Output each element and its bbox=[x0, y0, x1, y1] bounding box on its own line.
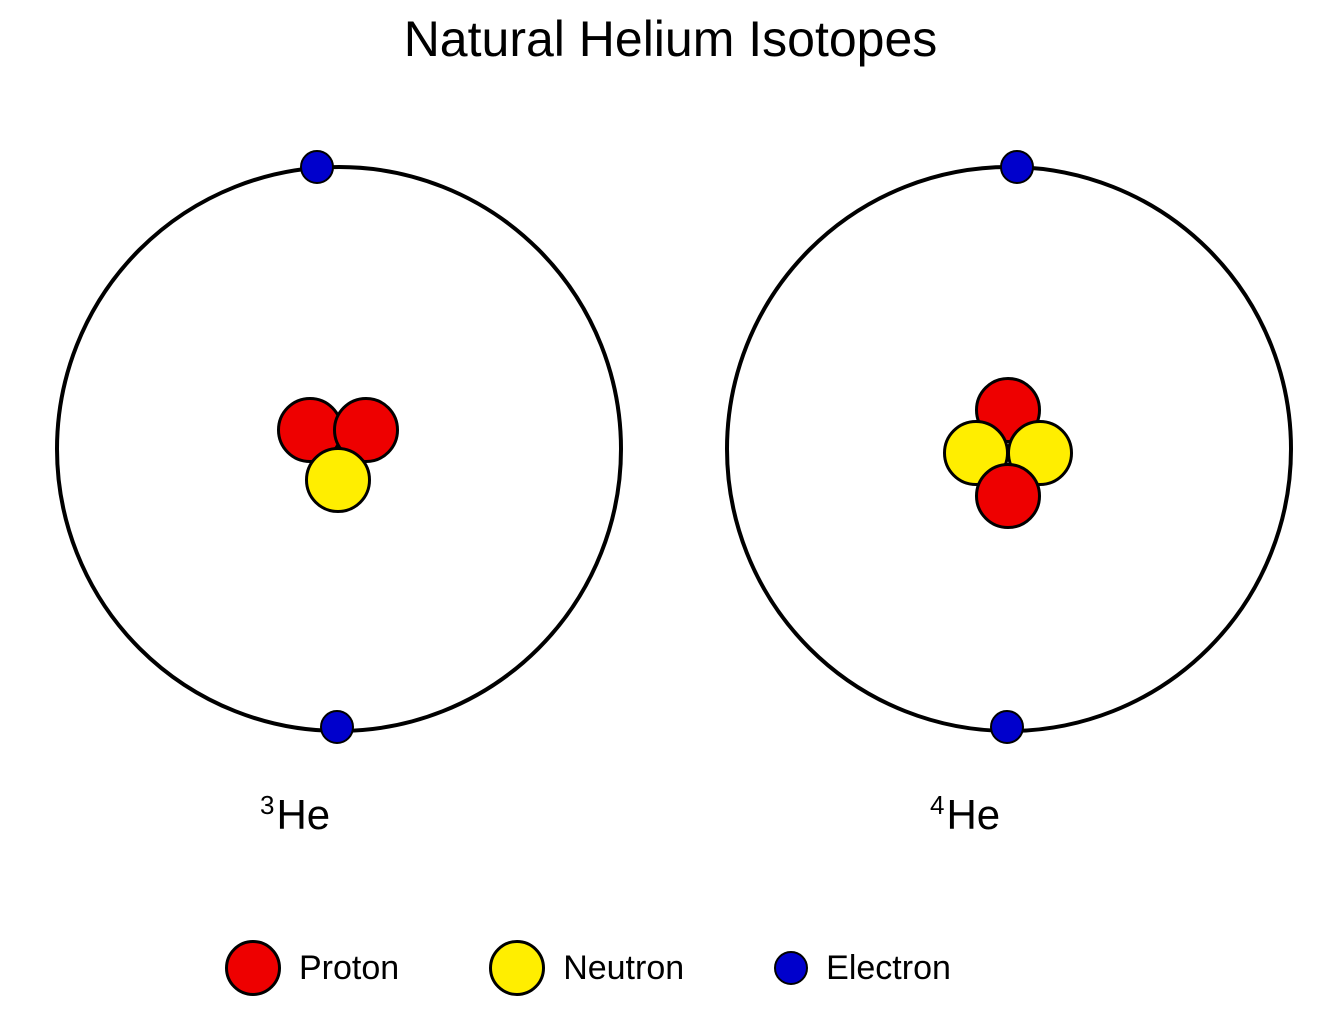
label-he4: 4He bbox=[930, 790, 1000, 839]
legend-label-proton: Proton bbox=[299, 949, 399, 988]
legend-swatch-proton bbox=[225, 940, 281, 996]
legend-item-electron: Electron bbox=[774, 949, 951, 988]
legend-item-proton: Proton bbox=[225, 940, 399, 996]
proton bbox=[975, 463, 1041, 529]
diagram-canvas: Natural Helium Isotopes 3He 4He Proton bbox=[0, 0, 1341, 1024]
label-he4-mass: 4 bbox=[930, 790, 944, 820]
legend-swatch-neutron bbox=[489, 940, 545, 996]
label-he3-mass: 3 bbox=[260, 790, 274, 820]
label-he3: 3He bbox=[260, 790, 330, 839]
neutron bbox=[305, 447, 371, 513]
electron bbox=[320, 710, 354, 744]
legend-label-electron: Electron bbox=[826, 949, 951, 988]
electron bbox=[300, 150, 334, 184]
legend-swatch-electron bbox=[774, 951, 808, 985]
label-he4-symbol: He bbox=[946, 791, 1000, 838]
label-he3-symbol: He bbox=[276, 791, 330, 838]
legend-label-neutron: Neutron bbox=[563, 949, 684, 988]
diagram-title: Natural Helium Isotopes bbox=[0, 10, 1341, 68]
legend-item-neutron: Neutron bbox=[489, 940, 684, 996]
electron bbox=[990, 710, 1024, 744]
electron bbox=[1000, 150, 1034, 184]
legend: Proton Neutron Electron bbox=[225, 940, 951, 996]
